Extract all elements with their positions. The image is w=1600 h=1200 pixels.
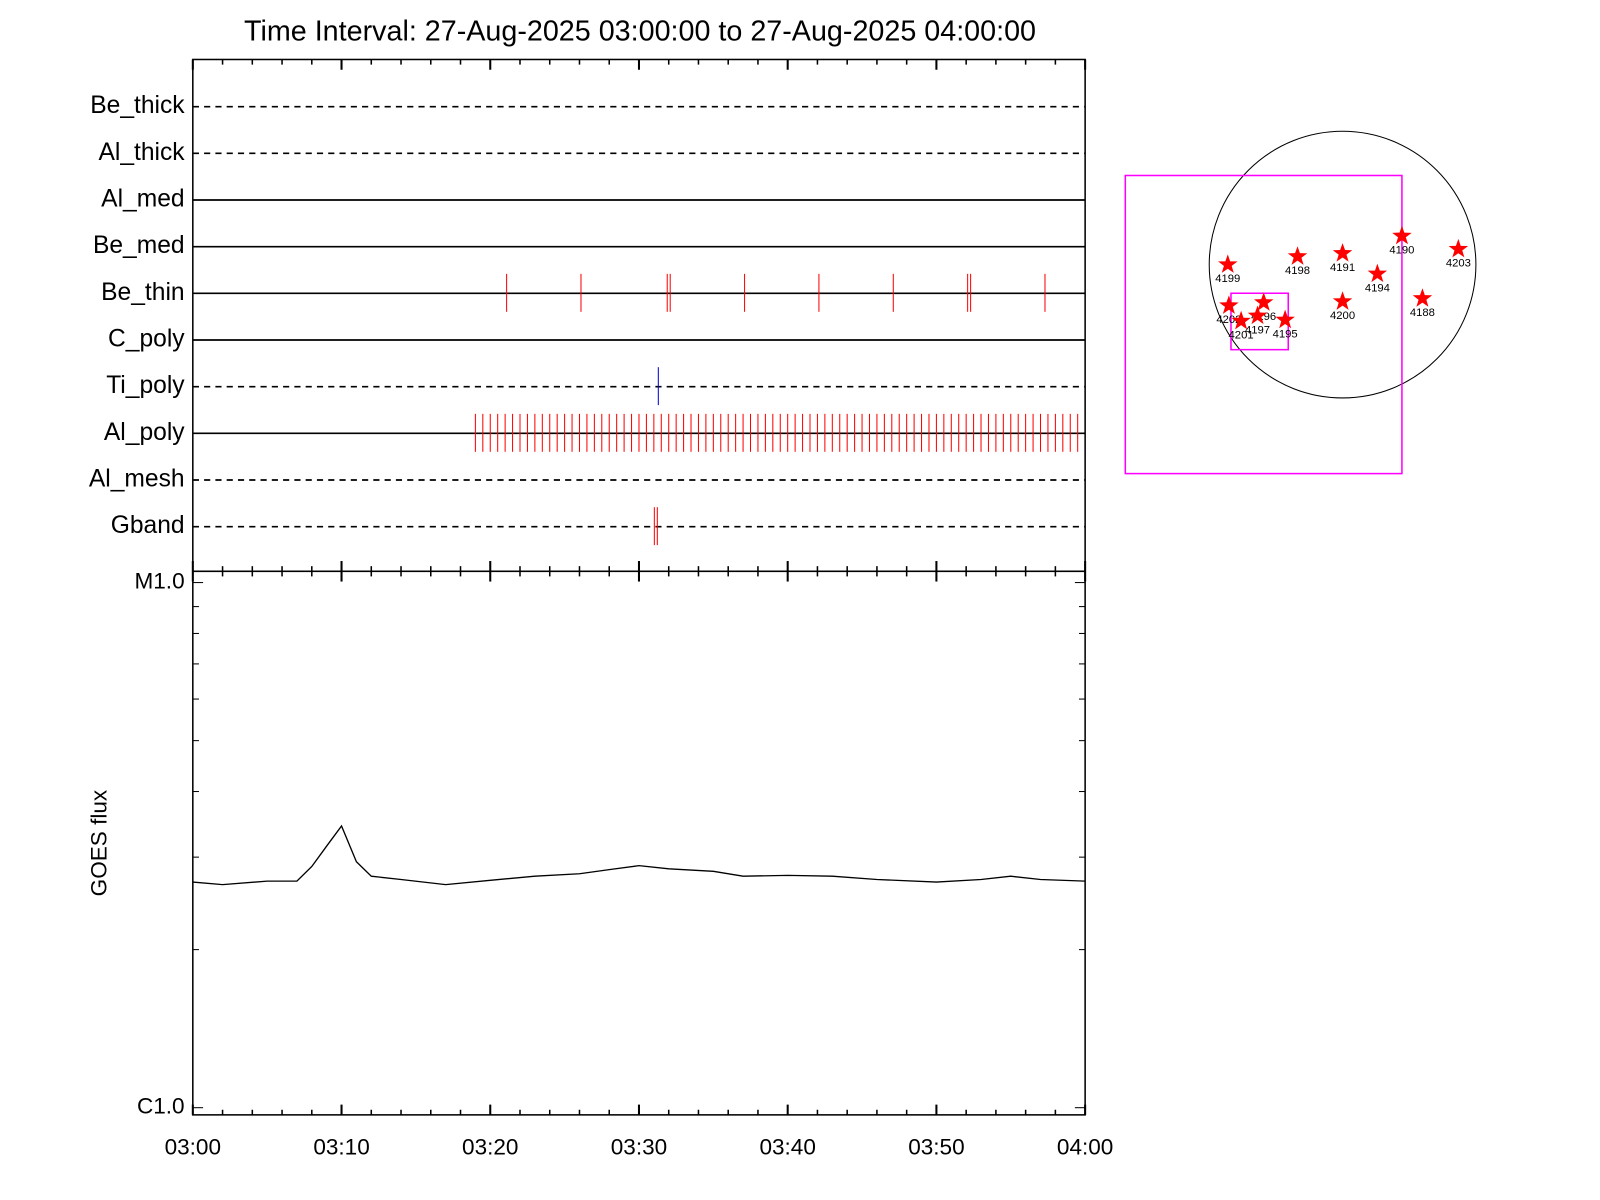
goes-frame <box>192 570 1086 1116</box>
filter-label: Al_thick <box>98 139 185 166</box>
region-star <box>1332 291 1353 310</box>
region-star <box>1412 288 1433 307</box>
y-axis-label: GOES flux <box>86 789 111 896</box>
timeline-frame <box>192 58 1086 573</box>
region-label: 4198 <box>1285 265 1310 277</box>
filter-label: Be_med <box>93 232 185 259</box>
region-star <box>1275 309 1295 329</box>
region-star <box>1448 238 1469 258</box>
region-star <box>1218 254 1238 273</box>
region-label: 4197 <box>1245 324 1270 336</box>
region-star <box>1287 246 1308 265</box>
region-label: 4188 <box>1410 307 1435 319</box>
filter-label: Be_thin <box>101 279 184 306</box>
region-label: 4190 <box>1389 244 1414 256</box>
filter-label: Al_mesh <box>89 466 185 493</box>
filter-label: Al_poly <box>104 419 185 446</box>
x-tick-label: 03:20 <box>462 1135 518 1160</box>
y-tick-label: C1.0 <box>137 1094 185 1119</box>
region-label: 4200 <box>1330 310 1355 322</box>
x-tick-label: 03:30 <box>611 1135 667 1160</box>
filter-label: Al_med <box>101 186 184 213</box>
filter-label: C_poly <box>108 326 185 353</box>
region-star <box>1253 292 1274 311</box>
region-label: 4201 <box>1229 329 1254 341</box>
x-tick-label: 04:00 <box>1057 1135 1113 1160</box>
goes-line <box>192 824 1086 886</box>
filter-label: Ti_poly <box>106 372 185 399</box>
region-star <box>1231 310 1251 330</box>
region-label: 4203 <box>1446 258 1471 270</box>
region-label: 4195 <box>1273 328 1298 340</box>
region-star <box>1392 225 1412 245</box>
x-tick-label: 03:50 <box>908 1135 964 1160</box>
solar-disk <box>1208 130 1477 399</box>
region-label: 4194 <box>1365 282 1390 294</box>
x-tick-label: 03:40 <box>759 1135 815 1160</box>
region-star <box>1247 305 1268 325</box>
x-tick-label: 03:00 <box>165 1135 221 1160</box>
region-label: 4191 <box>1330 262 1355 274</box>
filter-label: Be_thick <box>90 92 185 119</box>
chart-title: Time Interval: 27-Aug-2025 03:00:00 to 2… <box>244 15 1036 47</box>
region-label: 4202 <box>1216 314 1241 326</box>
fov-box <box>1124 174 1403 475</box>
region-label: 4199 <box>1215 273 1240 285</box>
region-star <box>1367 263 1388 283</box>
filter-label: Gband <box>111 512 185 539</box>
region-star <box>1219 295 1239 314</box>
region-star <box>1332 243 1353 262</box>
y-tick-label: M1.0 <box>134 569 184 594</box>
x-tick-label: 03:10 <box>313 1135 369 1160</box>
